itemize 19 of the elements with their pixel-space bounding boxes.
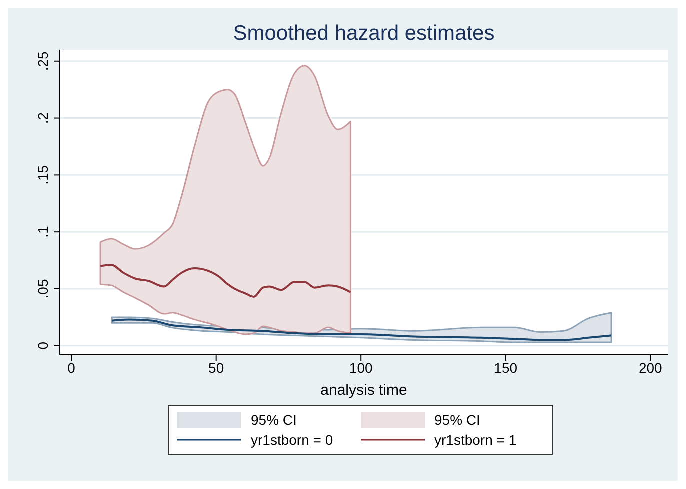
x-tick-label: 200	[638, 360, 663, 376]
line-series	[111, 318, 613, 342]
text: 95% CI	[251, 412, 297, 428]
y-tick-label: .05	[35, 279, 51, 299]
y-tick-label: .1	[35, 226, 51, 238]
x-tick-label: 0	[68, 360, 76, 376]
x-tick-label: 100	[349, 360, 373, 376]
chart-title: Smoothed hazard estimates	[232, 22, 496, 46]
y-tick-label: 0	[35, 342, 51, 350]
x-axis-title: analysis time	[320, 382, 408, 399]
legend-label: yr1stborn = 0	[251, 432, 334, 448]
x-tick-label: 150	[494, 360, 518, 376]
y-tick-label: .25	[35, 51, 51, 72]
legend-label: yr1stborn = 1	[434, 432, 517, 448]
y-tick-label: .15	[35, 165, 51, 185]
x-tick-label: 50	[208, 360, 224, 376]
y-tick-label: .2	[35, 112, 51, 124]
line-series	[100, 264, 352, 298]
text: 95% CI	[434, 412, 480, 428]
